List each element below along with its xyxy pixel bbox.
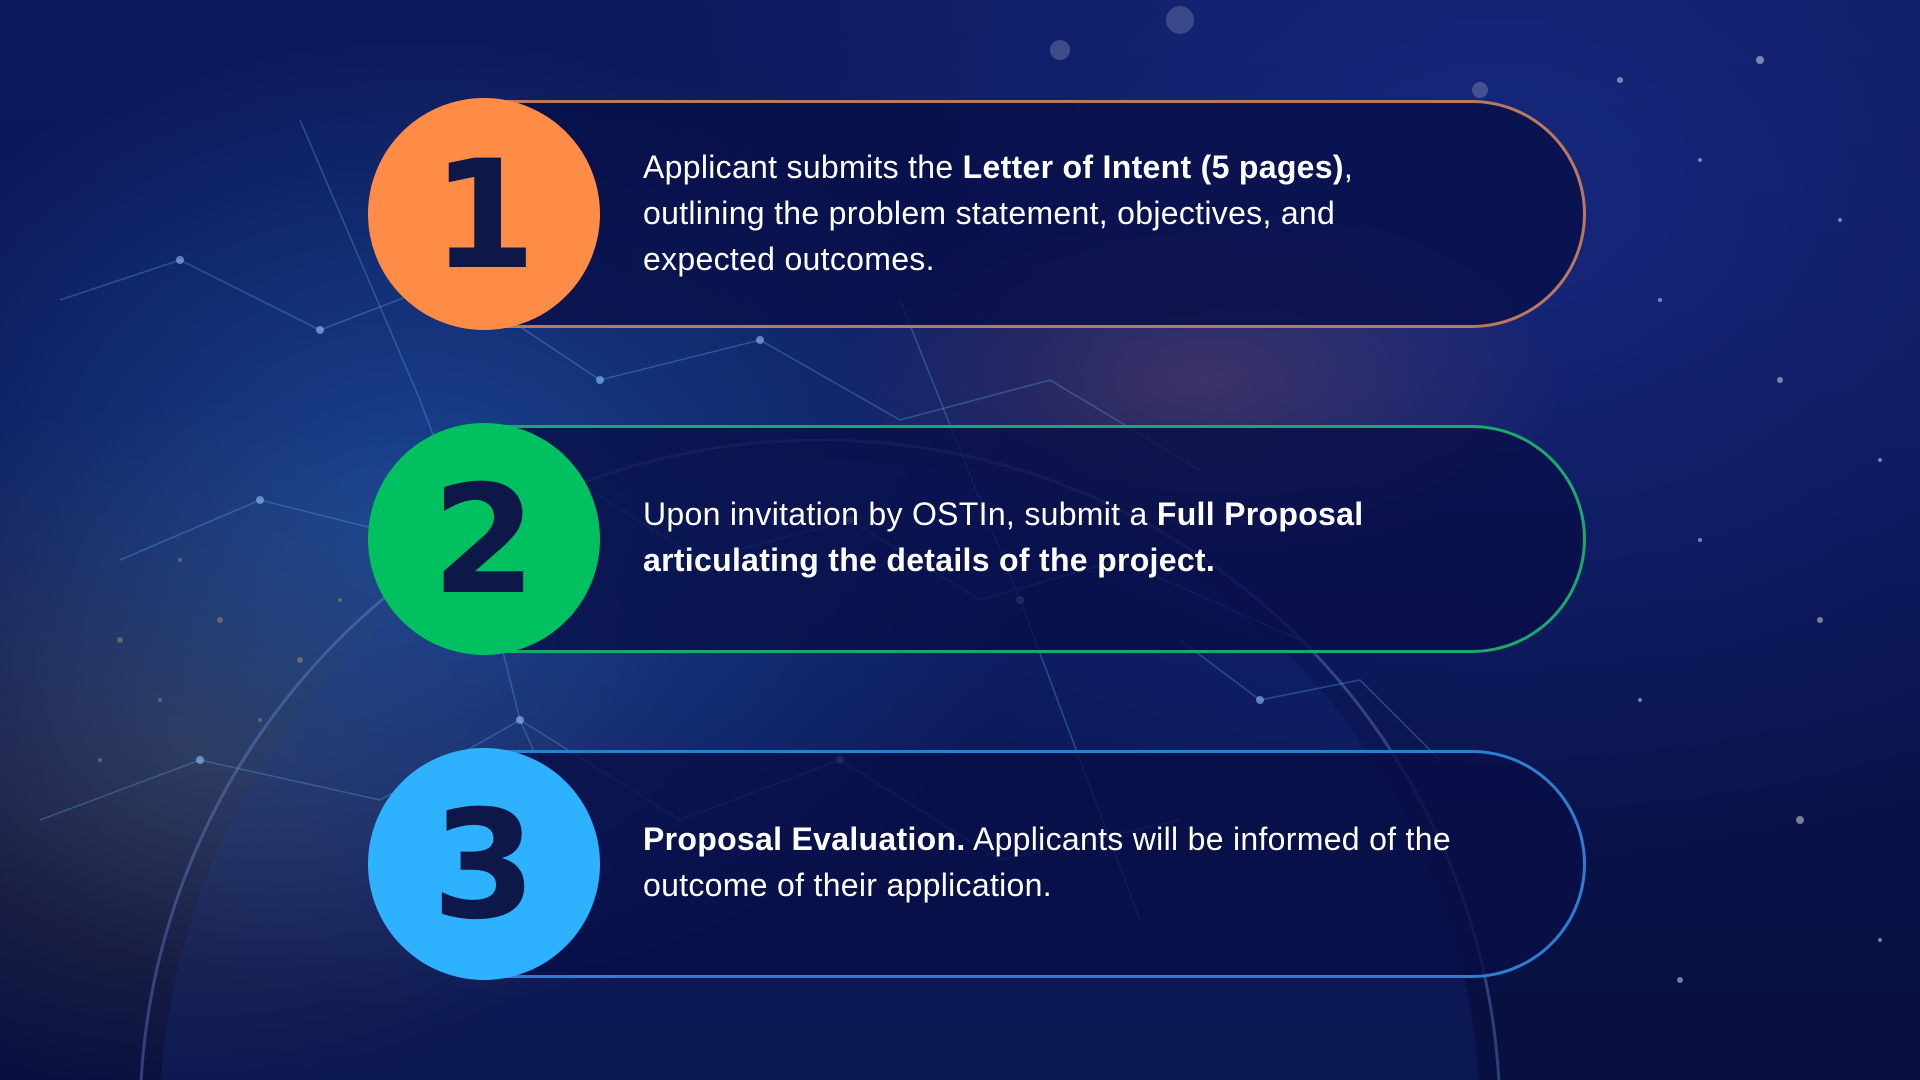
step-1-text-prefix: Applicant submits the bbox=[643, 149, 963, 185]
step-1-number: 1 bbox=[431, 129, 537, 303]
step-3-text-suffix: Applicants will be informed of the outco… bbox=[643, 821, 1451, 903]
step-3-number-badge: 3 bbox=[368, 748, 600, 980]
step-1-text-suffix: , outlining the problem statement, objec… bbox=[643, 149, 1354, 277]
step-2-card bbox=[488, 425, 1586, 653]
step-2-number: 2 bbox=[431, 454, 537, 628]
step-2-text-prefix: Upon invitation by OSTIn, submit a bbox=[643, 496, 1157, 532]
step-1-card bbox=[488, 100, 1586, 328]
step-2-description: Upon invitation by OSTIn, submit a Full … bbox=[643, 491, 1463, 583]
step-3: 3 bbox=[368, 748, 1588, 980]
step-3-card bbox=[488, 750, 1586, 978]
step-2: 2 bbox=[368, 423, 1588, 655]
step-1-number-badge: 1 bbox=[368, 98, 600, 330]
step-3-number: 3 bbox=[431, 779, 537, 953]
step-1-text-bold: Letter of Intent (5 pages) bbox=[962, 149, 1344, 185]
step-1: 1 bbox=[368, 98, 1588, 330]
step-1-description: Applicant submits the Letter of Intent (… bbox=[643, 144, 1463, 282]
step-2-number-badge: 2 bbox=[368, 423, 600, 655]
step-3-text-bold: Proposal Evaluation. bbox=[643, 821, 966, 857]
step-2-text-bold: Full Proposal articulating the details o… bbox=[643, 496, 1364, 578]
step-3-description: Proposal Evaluation. Applicants will be … bbox=[643, 816, 1463, 908]
